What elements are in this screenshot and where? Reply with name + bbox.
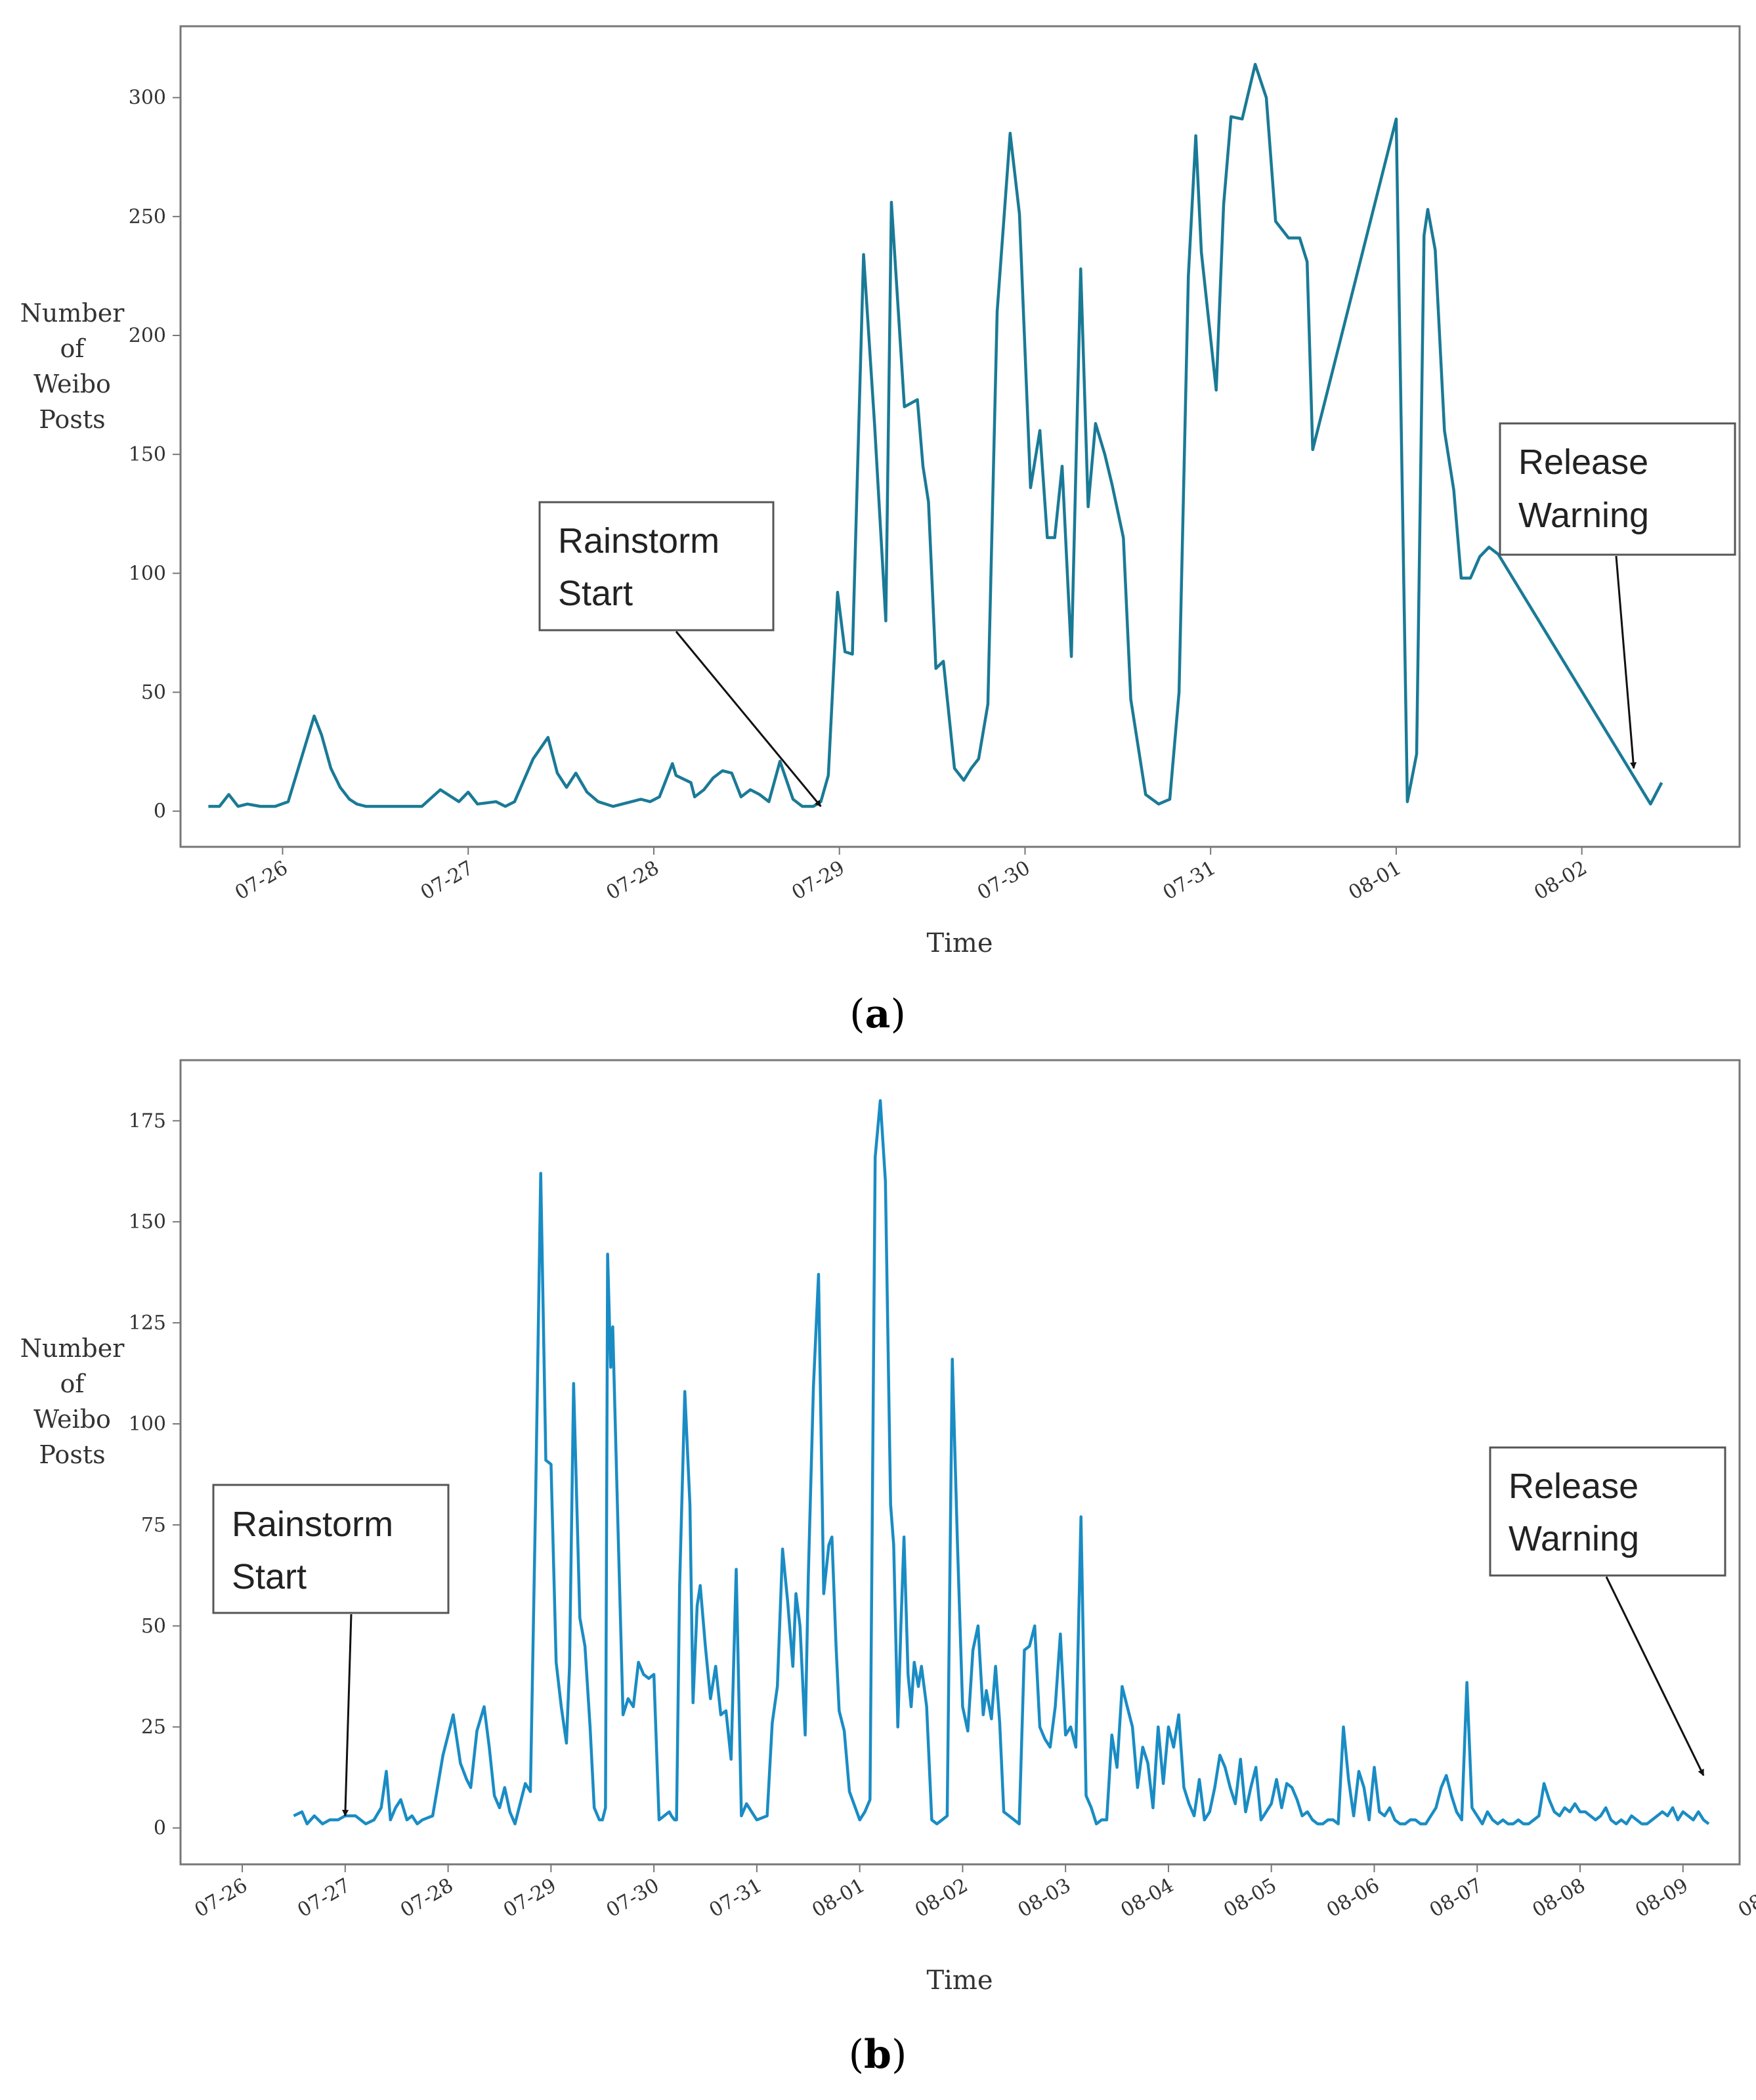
annotation-text: Start — [232, 1557, 307, 1596]
x-tick-label: 08-08 — [1529, 1874, 1589, 1923]
y-tick-label: 150 — [129, 443, 166, 466]
annotation-arrow — [1615, 555, 1637, 769]
x-tick-label: 07-28 — [603, 857, 663, 905]
x-tick-label: 07-26 — [231, 857, 291, 905]
series-a — [208, 62, 1663, 808]
annotation-text: Warning — [1509, 1519, 1639, 1558]
panel-label-close: ) — [890, 991, 905, 1037]
y-tick-label: 50 — [141, 1615, 166, 1638]
annotation-box — [1499, 422, 1736, 556]
x-tick-label: 08-01 — [1345, 857, 1405, 905]
ylabel-line: Posts — [39, 405, 105, 434]
annotation-arrow — [675, 631, 822, 807]
annotation-text: Release — [1518, 442, 1648, 482]
y-axis-ticks-b: 0 25 50 75 100 125 150 175 — [129, 1109, 181, 1840]
x-tick-label: 08-06 — [1323, 1874, 1383, 1923]
ylabel-line: Weibo — [33, 370, 111, 398]
y-tick-label: 0 — [154, 800, 166, 823]
plot-frame-a — [179, 25, 1741, 848]
panel-label-letter: a — [865, 991, 891, 1037]
ylabel-line: of — [60, 334, 87, 363]
y-tick-label: 50 — [141, 681, 166, 704]
panel-label-open: ( — [849, 2032, 864, 2078]
x-tick-label: 07-29 — [500, 1874, 560, 1923]
ylabel-line: of — [60, 1369, 87, 1398]
x-tick-label: 07-30 — [603, 1874, 663, 1923]
y-tick-label: 100 — [129, 562, 166, 585]
annotation-rainstorm-start-b: Rainstorm Start — [212, 1484, 450, 1817]
x-tick-label: 07-31 — [1159, 857, 1220, 905]
annotation-text: Rainstorm — [558, 521, 719, 561]
x-tick-label: 07-31 — [705, 1874, 765, 1923]
series-line-weibo-posts — [293, 1099, 1710, 1826]
chart-panel-b: 0 25 50 75 100 125 150 175 07-26 07-27 07-28 07-29… — [20, 1059, 1756, 1996]
y-tick-label: 300 — [129, 87, 166, 110]
y-axis-label-a: Number of Weibo Posts — [20, 299, 125, 434]
x-axis-ticks-b: 07-26 07-27 07-28 07-29 07-30 07-31 08-01 08-02… — [191, 1864, 1756, 1922]
annotation-release-warning-b: Release Warning — [1489, 1446, 1726, 1776]
panel-label-letter: b — [864, 2032, 891, 2078]
ylabel-line: Posts — [39, 1440, 105, 1469]
x-axis-title-b: Time — [926, 1965, 993, 1996]
annotation-text: Release — [1509, 1467, 1638, 1506]
panel-label-open: ( — [849, 991, 865, 1037]
panel-label-b: (b) — [849, 2032, 907, 2078]
plot-frame-b — [179, 1059, 1741, 1866]
x-tick-label: 08-07 — [1426, 1874, 1486, 1923]
x-tick-label: 07-29 — [788, 857, 848, 905]
annotation-rainstorm-start-a: Rainstorm Start — [538, 501, 822, 807]
ylabel-line: Number — [20, 299, 125, 328]
annotation-release-warning-a: Release Warning — [1499, 422, 1736, 769]
annotation-text: Rainstorm — [232, 1505, 393, 1544]
x-axis-title-a: Time — [926, 928, 993, 958]
y-tick-label: 250 — [129, 205, 166, 228]
x-tick-label: 07-27 — [293, 1874, 354, 1923]
ylabel-line: Number — [20, 1334, 125, 1363]
ylabel-line: Weibo — [33, 1405, 111, 1434]
y-tick-label: 125 — [129, 1312, 166, 1335]
panel-label-close: ) — [891, 2032, 907, 2078]
x-tick-label: 08-09 — [1631, 1874, 1692, 1923]
x-tick-label: 07-30 — [974, 857, 1034, 905]
x-tick-label: 07-27 — [417, 857, 477, 905]
y-tick-label: 0 — [154, 1817, 166, 1840]
x-tick-label: 07-28 — [396, 1874, 457, 1923]
y-tick-label: 75 — [141, 1514, 166, 1537]
y-axis-ticks-a: 0 50 100 150 200 250 300 — [129, 87, 181, 823]
x-tick-label: 08-10 — [1734, 1874, 1756, 1923]
y-tick-label: 200 — [129, 324, 166, 347]
x-tick-label: 08-01 — [808, 1874, 868, 1923]
series-line-weibo-posts — [208, 62, 1663, 808]
x-tick-label: 08-03 — [1014, 1874, 1075, 1923]
x-tick-label: 08-02 — [1530, 857, 1591, 905]
annotation-box — [212, 1484, 450, 1614]
panel-label-a: (a) — [849, 991, 906, 1037]
y-axis-label-b: Number of Weibo Posts — [20, 1334, 125, 1469]
series-b — [293, 1099, 1710, 1826]
x-tick-label: 08-05 — [1220, 1874, 1280, 1923]
x-tick-label: 07-26 — [191, 1874, 251, 1923]
x-tick-label: 08-04 — [1117, 1874, 1178, 1923]
annotation-box — [1489, 1446, 1726, 1577]
y-tick-label: 100 — [129, 1413, 166, 1436]
x-tick-label: 08-02 — [911, 1874, 972, 1923]
y-tick-label: 25 — [141, 1716, 166, 1739]
x-axis-ticks-a: 07-26 07-27 07-28 07-29 07-30 07-31 08-01 08-02 — [231, 847, 1591, 905]
y-tick-label: 150 — [129, 1211, 166, 1233]
annotation-arrow — [1605, 1576, 1705, 1776]
annotation-text: Warning — [1518, 496, 1649, 535]
y-tick-label: 175 — [129, 1109, 166, 1132]
annotation-text: Start — [558, 574, 633, 613]
annotation-box — [538, 501, 775, 632]
annotation-arrow — [342, 1614, 353, 1817]
